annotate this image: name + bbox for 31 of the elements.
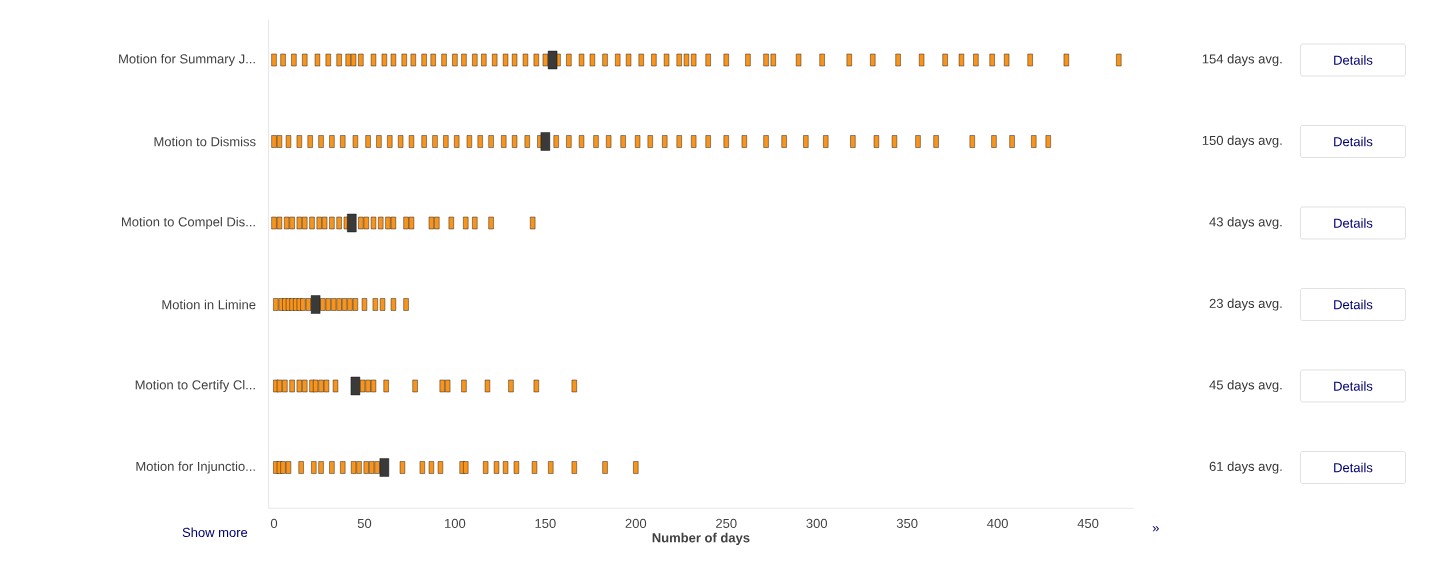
y-tick-label: Motion to Dismiss [154, 136, 256, 147]
text: Details [1334, 218, 1373, 228]
x-tick-label: 150 [535, 518, 556, 528]
x-tick-label: 100 [445, 518, 466, 528]
text: » [1152, 526, 1159, 532]
text: Details [1334, 381, 1373, 391]
x-tick-label: 50 [357, 518, 372, 528]
text: 23 days avg. [1209, 298, 1282, 311]
text: 154 days avg. [1202, 53, 1282, 67]
text: Show more [182, 527, 248, 538]
y-tick-label: Motion to Compel Dis... [122, 216, 255, 230]
x-axis-title: Number of days [652, 532, 750, 545]
y-tick-label: Motion to Certify Cl... [135, 379, 255, 393]
x-tick-label: 250 [716, 518, 737, 528]
text: 43 days avg. [1209, 216, 1282, 230]
x-tick-label: 300 [806, 518, 828, 528]
x-tick-label: 200 [625, 518, 647, 528]
text: 150 days avg. [1202, 135, 1282, 148]
text: Details [1334, 462, 1373, 473]
x-tick-label: 400 [987, 518, 1008, 528]
x-tick-label: 450 [1077, 518, 1099, 528]
x-tick-label: 350 [896, 518, 918, 528]
text: 61 days avg. [1209, 461, 1282, 474]
y-tick-label: Motion in Limine [162, 299, 256, 310]
y-tick-label: Motion for Summary J... [119, 53, 255, 67]
text: Details [1334, 136, 1373, 147]
y-tick-label: Motion for Injunctio... [136, 461, 255, 474]
text: Details [1334, 299, 1373, 310]
x-tick-label: 0 [270, 518, 278, 528]
text: Details [1334, 55, 1373, 65]
text: 45 days avg. [1209, 379, 1282, 393]
